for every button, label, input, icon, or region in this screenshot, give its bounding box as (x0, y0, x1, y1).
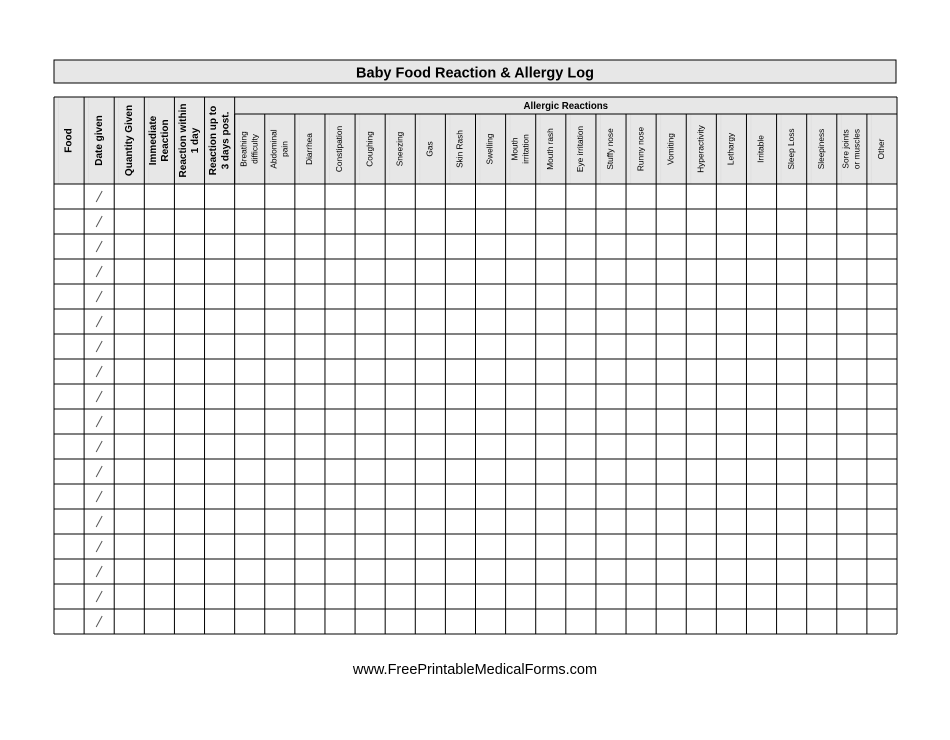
svg-text:Mouth rash: Mouth rash (545, 128, 555, 170)
svg-text:Abdominal: Abdominal (268, 129, 278, 168)
svg-text:Lethargy: Lethargy (726, 132, 736, 165)
svg-text:Other: Other (876, 138, 886, 159)
svg-text:Constipation: Constipation (334, 126, 344, 173)
svg-text:Food: Food (64, 128, 75, 152)
svg-text:difficulty: difficulty (249, 133, 259, 164)
svg-text:Reaction up to: Reaction up to (208, 106, 219, 175)
svg-text:Date given: Date given (94, 115, 105, 166)
svg-text:Immediate: Immediate (148, 115, 159, 165)
svg-text:Baby Food Reaction & Allergy L: Baby Food Reaction & Allergy Log (356, 65, 594, 81)
svg-text:or muscles: or muscles (852, 129, 862, 169)
svg-text:Hyperactivity: Hyperactivity (695, 124, 705, 172)
svg-text:www.FreePrintableMedicalForms.: www.FreePrintableMedicalForms.com (352, 662, 597, 678)
svg-text:Sleep Loss: Sleep Loss (786, 128, 796, 169)
svg-text:Irritable: Irritable (756, 135, 766, 163)
svg-text:Runny nose: Runny nose (635, 126, 645, 171)
svg-text:Swelling: Swelling (485, 133, 495, 164)
svg-text:Eye irritation: Eye irritation (575, 126, 585, 172)
svg-text:Sleepiness: Sleepiness (816, 129, 826, 170)
svg-text:Gas: Gas (425, 141, 435, 156)
svg-text:1 day: 1 day (190, 127, 201, 153)
svg-text:pain: pain (280, 141, 290, 157)
svg-text:Breathing: Breathing (238, 131, 248, 167)
svg-text:Mouth: Mouth (509, 137, 519, 160)
svg-text:Stuffy nose: Stuffy nose (605, 128, 615, 170)
svg-text:3 days post.: 3 days post. (220, 111, 231, 169)
svg-text:irritation: irritation (520, 134, 530, 164)
svg-text:Reaction within: Reaction within (178, 104, 189, 178)
svg-text:Coughing: Coughing (364, 131, 374, 167)
svg-text:Vomiting: Vomiting (665, 133, 675, 165)
svg-text:Reaction: Reaction (160, 119, 171, 161)
svg-text:Sore joints: Sore joints (840, 129, 850, 168)
svg-text:Quantity Given: Quantity Given (124, 105, 135, 176)
svg-text:Diarrhea: Diarrhea (304, 133, 314, 165)
svg-text:Sneezing: Sneezing (394, 131, 404, 166)
svg-text:Allergic Reactions: Allergic Reactions (524, 101, 609, 112)
svg-text:Skin Rash: Skin Rash (455, 130, 465, 168)
